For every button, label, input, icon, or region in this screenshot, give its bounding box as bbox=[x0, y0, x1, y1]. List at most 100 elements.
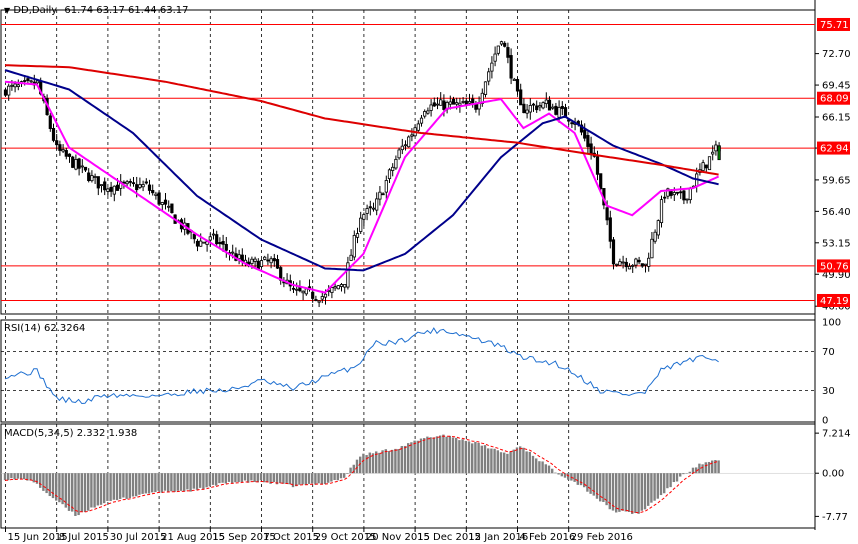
candle-body bbox=[26, 78, 30, 81]
candle-body bbox=[106, 188, 110, 192]
macd-bar bbox=[138, 473, 141, 495]
candle-body bbox=[560, 105, 564, 109]
price-pane-frame bbox=[0, 9, 816, 315]
candle-body bbox=[269, 258, 273, 264]
candle-body bbox=[666, 188, 670, 197]
macd-tick-label: 0.00 bbox=[822, 469, 844, 480]
candle-body bbox=[311, 291, 315, 299]
candle-body bbox=[455, 102, 459, 105]
macd-bar bbox=[285, 473, 288, 484]
candle-body bbox=[259, 260, 264, 268]
macd-bar bbox=[394, 448, 397, 474]
candle-body bbox=[99, 184, 104, 187]
candle bbox=[439, 92, 443, 106]
macd-bar bbox=[560, 473, 563, 477]
candle-body bbox=[151, 190, 155, 194]
macd-bar bbox=[320, 473, 323, 485]
macd-bar bbox=[189, 473, 192, 492]
macd-bar bbox=[131, 473, 135, 497]
macd-bar bbox=[45, 473, 48, 494]
candle-body bbox=[371, 207, 376, 210]
candle-body bbox=[93, 176, 97, 178]
macd-bar bbox=[291, 473, 295, 488]
x-tick-label: 29 Oct 2015 bbox=[315, 532, 377, 543]
level-tag bbox=[817, 141, 850, 155]
candle-body bbox=[627, 265, 632, 270]
candle bbox=[416, 120, 420, 134]
macd-bar bbox=[371, 453, 375, 474]
ma-line bbox=[4, 64, 719, 176]
candle bbox=[461, 97, 465, 104]
candle-body bbox=[538, 105, 542, 108]
candle bbox=[704, 164, 708, 173]
candle-body bbox=[583, 129, 587, 139]
macd-bar bbox=[55, 473, 58, 501]
macd-bar bbox=[499, 452, 503, 474]
x-tick-label: 15 Sep 2015 bbox=[212, 532, 275, 543]
candle bbox=[403, 140, 408, 151]
macd-bar bbox=[221, 473, 224, 483]
candle-body bbox=[391, 166, 395, 171]
macd-bar bbox=[256, 473, 259, 483]
macd-bar bbox=[227, 473, 231, 482]
macd-bar bbox=[589, 473, 592, 494]
candle bbox=[701, 159, 705, 171]
candle-body bbox=[301, 290, 305, 294]
candle bbox=[423, 109, 427, 119]
candle-body bbox=[144, 181, 148, 184]
macd-bar bbox=[269, 473, 272, 484]
candle bbox=[679, 186, 683, 199]
macd-bar bbox=[250, 473, 253, 481]
macd-bar bbox=[231, 473, 234, 484]
candle-body bbox=[368, 206, 372, 209]
candle-body bbox=[359, 217, 363, 232]
candle-body bbox=[167, 205, 171, 208]
candle bbox=[429, 99, 433, 117]
macd-bar bbox=[205, 473, 208, 488]
candle-body bbox=[272, 258, 276, 262]
macd-bar bbox=[163, 473, 167, 491]
macd-bar bbox=[669, 473, 672, 488]
candle bbox=[394, 155, 398, 170]
candle bbox=[99, 184, 104, 193]
macd-bar bbox=[288, 473, 291, 485]
macd-bar bbox=[151, 473, 154, 493]
macd-bar bbox=[695, 467, 698, 474]
macd-bar bbox=[583, 473, 586, 488]
macd-bar bbox=[275, 473, 279, 485]
macd-bar bbox=[659, 473, 663, 496]
candle bbox=[496, 45, 500, 56]
macd-bar bbox=[503, 452, 506, 474]
candle bbox=[397, 147, 401, 160]
candle-body bbox=[631, 265, 635, 267]
macd-bar bbox=[528, 451, 531, 474]
macd-bar bbox=[10, 473, 13, 479]
macd-bar bbox=[515, 447, 519, 474]
candle bbox=[103, 177, 107, 196]
macd-bar bbox=[77, 473, 80, 516]
candle-body bbox=[535, 105, 539, 111]
candle bbox=[637, 256, 641, 265]
candle bbox=[147, 179, 152, 195]
level-tag bbox=[817, 293, 850, 307]
macd-bar bbox=[199, 473, 202, 488]
macd-bar bbox=[106, 473, 109, 501]
macd-bar bbox=[647, 473, 650, 506]
candle bbox=[119, 174, 123, 196]
candle-body bbox=[589, 143, 593, 155]
x-tick-label: 20 Nov 2015 bbox=[366, 532, 430, 543]
macd-bar bbox=[186, 473, 189, 490]
candle-body bbox=[35, 80, 40, 84]
x-tick-label: 7 Oct 2015 bbox=[264, 532, 319, 543]
macd-bar bbox=[605, 473, 608, 506]
candle bbox=[80, 159, 84, 174]
candle bbox=[304, 288, 308, 296]
candle bbox=[125, 179, 129, 187]
candle-body bbox=[711, 151, 715, 155]
candle-body bbox=[7, 85, 11, 96]
macd-bar bbox=[592, 473, 595, 496]
candle-body bbox=[141, 184, 145, 188]
candle bbox=[192, 232, 196, 244]
